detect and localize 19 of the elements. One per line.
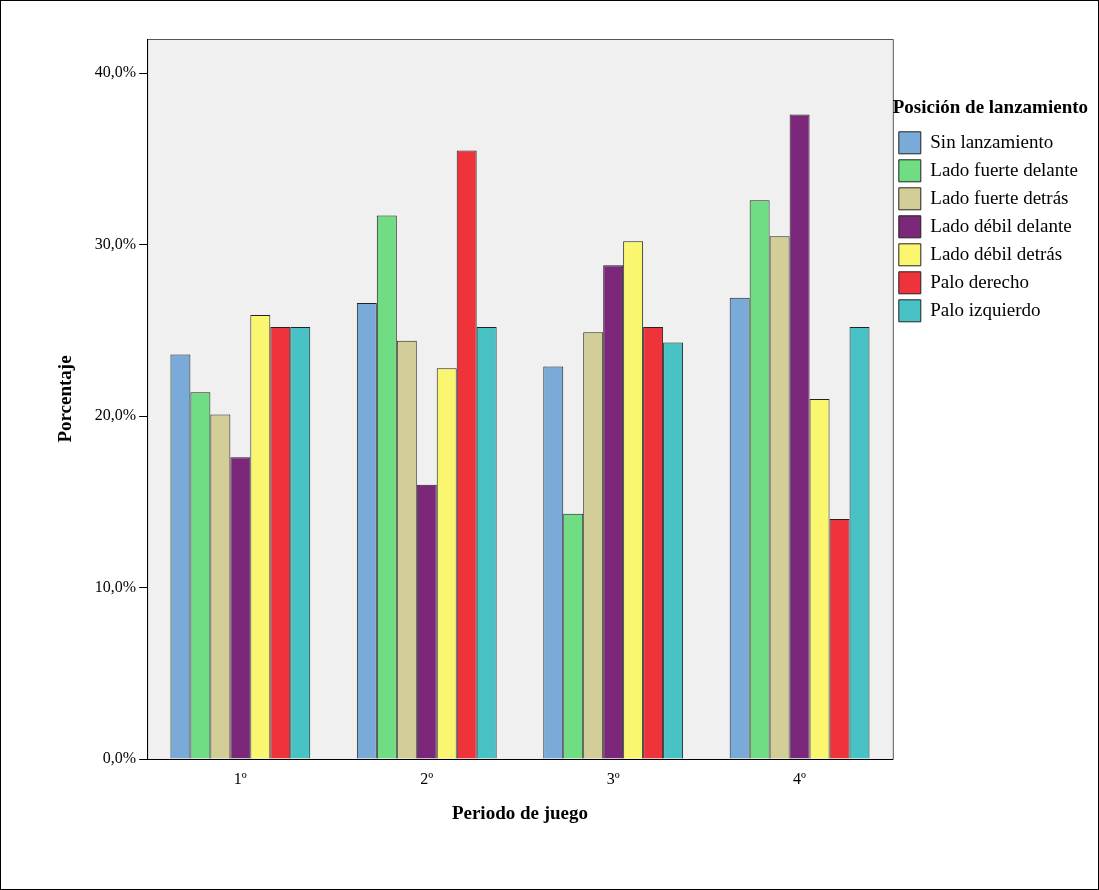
legend-label: Lado débil delante [930,214,1072,236]
x-tick-label: 1º [233,769,247,787]
legend-label: Palo derecho [930,270,1029,292]
legend-label: Lado fuerte delante [930,158,1079,180]
x-tick-label: 3º [606,769,620,787]
y-tick-label: 30,0% [94,234,137,252]
y-tick-label: 10,0% [94,577,137,595]
x-tick-label: 2º [420,769,434,787]
y-axis-title: Porcentaje [54,355,76,443]
y-tick-label: 0,0% [102,749,137,767]
y-tick-label: 40,0% [94,63,137,81]
x-axis-title: Periodo de juego [451,801,589,823]
legend-label: Palo izquierdo [930,298,1041,320]
y-tick-label: 20,0% [94,406,137,424]
legend-title: Posición de lanzamiento [892,96,1089,118]
legend-label: Sin lanzamiento [930,130,1054,152]
legend-label: Lado fuerte detrás [930,186,1069,208]
x-tick-label: 4º [793,769,807,787]
legend-label: Lado débil detrás [930,242,1063,264]
